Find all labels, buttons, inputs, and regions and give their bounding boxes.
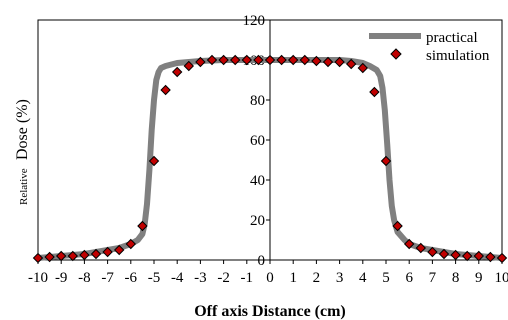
simulation-point [67,250,79,262]
y-tick-label: 0 [258,253,266,269]
x-tick-label: 2 [313,270,321,286]
y-tick-label: 80 [250,93,265,109]
x-tick-label: 0 [266,270,274,286]
x-tick-label: 10 [495,270,508,286]
x-tick-label: -10 [28,270,48,286]
legend-simulation-marker [390,48,402,60]
x-tick-label: 5 [382,270,390,286]
x-tick-label: 4 [359,270,367,286]
legend-simulation-label: simulation [426,48,490,64]
simulation-point [160,84,171,96]
x-tick-labels: -10 -9 -8 -7 -6 -5 -4 -3 -2 -1 0 1 2 3 4 5 6 7 8 9 10 [28,270,508,286]
simulation-point [403,238,415,250]
x-tick-label: 3 [336,270,344,286]
simulation-point [299,54,311,66]
x-axis-label: Off axis Distance (cm) [194,303,346,320]
simulation-point [253,54,264,66]
simulation-point [357,62,369,74]
simulation-point [369,86,380,98]
simulation-point [264,54,276,66]
simulation-point [311,55,322,67]
simulation-point [241,54,253,66]
simulation-point [125,238,137,250]
legend-practical-label: practical [426,30,478,46]
simulation-point [137,220,148,232]
x-tick-label: -2 [217,270,230,286]
legend: practical simulation [369,30,490,64]
simulation-point [334,56,345,68]
simulation-point [90,248,102,260]
plot-area [37,19,503,264]
simulation-point [322,56,334,68]
simulation-point [32,252,44,264]
x-tick-label: 8 [452,270,460,286]
x-tick-label: -3 [194,270,207,286]
simulation-point [171,66,183,78]
y-tick-label: 40 [250,173,265,189]
x-tick-label: -7 [101,270,114,286]
y-tick-label: 60 [250,133,265,149]
x-tick-label: -9 [55,270,68,286]
simulation-point [438,248,450,260]
x-tick-label: -6 [125,270,138,286]
simulation-point [183,60,195,72]
simulation-point [113,244,125,256]
simulation-point [392,220,403,232]
simulation-point [148,155,160,167]
y-tick-label: 120 [243,13,266,29]
simulation-point [461,250,473,262]
x-tick-label: 6 [405,270,413,286]
x-tick-label: -8 [78,270,91,286]
simulation-point [427,246,438,258]
simulation-point [473,250,485,262]
y-axis-label-prefix: Relative [18,168,30,205]
y-axis-label: Dose (%) [14,99,31,160]
x-tick-label: 7 [429,270,437,286]
x-tick-label: -5 [148,270,161,286]
simulation-point [496,252,508,264]
simulation-point [287,54,299,66]
x-tick-label: -1 [241,270,254,286]
series-layer [32,54,508,264]
simulation-point [415,242,427,254]
simulation-point [206,54,218,66]
y-tick-label: 20 [250,213,265,229]
simulation-point [55,250,67,262]
simulation-point [276,54,287,66]
x-tick-label: 9 [475,270,483,286]
simulation-point [380,155,392,167]
x-tick-label: 1 [289,270,297,286]
simulation-point [195,56,206,68]
simulation-point [345,58,357,70]
simulation-point [450,249,461,261]
simulation-point [485,251,496,263]
simulation-point [229,54,241,66]
simulation-point [44,251,55,263]
simulation-point [102,246,113,258]
simulation-point [79,249,90,261]
simulation-point [218,54,229,66]
x-tick-label: -4 [171,270,184,286]
